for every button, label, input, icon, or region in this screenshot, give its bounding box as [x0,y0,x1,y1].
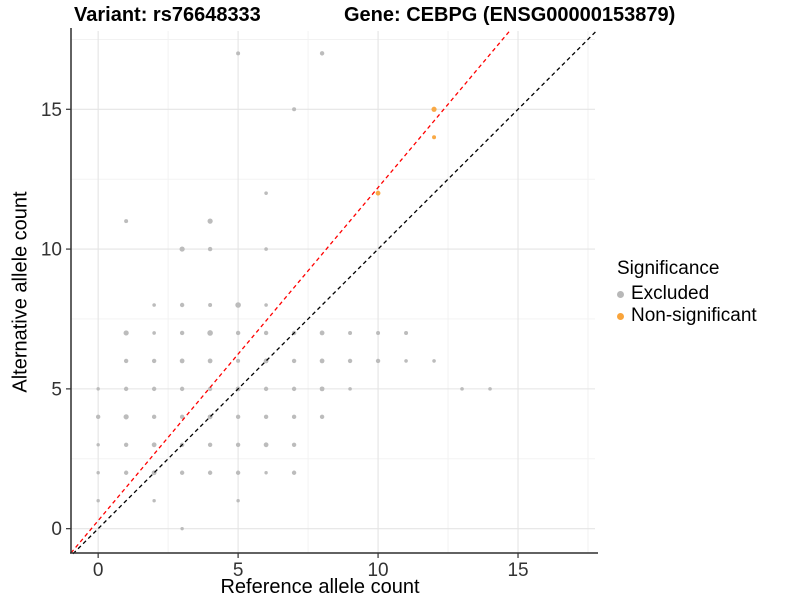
data-point-excluded [291,470,297,475]
data-point-excluded [179,386,185,392]
data-point-excluded [263,414,269,420]
data-point-non-significant [375,190,381,196]
data-point-excluded [208,303,213,308]
x-tick-label: 5 [233,560,244,581]
data-point-excluded [263,442,269,448]
data-point-excluded [235,414,241,420]
data-point-excluded [319,386,325,392]
data-point-excluded [123,358,129,364]
data-point-excluded [207,470,213,475]
data-point-excluded [96,443,100,447]
data-point-excluded [180,526,184,531]
data-point-excluded [291,442,297,447]
data-point-excluded [319,51,325,56]
legend-item-non-significant: Non-significant [617,306,757,326]
data-point-excluded [123,386,129,392]
data-point-excluded [291,358,297,364]
data-point-excluded [151,358,157,364]
data-point-excluded [319,358,325,364]
data-point-excluded [207,442,213,447]
fit-line [70,30,511,554]
variant-title: Variant: rs76648333 [74,4,261,26]
data-point-excluded [95,414,101,420]
data-point-excluded [404,330,409,335]
legend-title: Significance [617,258,720,279]
y-tick-label: 5 [51,379,62,400]
data-point-excluded [151,442,157,448]
x-tick-label: 0 [93,560,104,581]
data-point-excluded [207,330,213,336]
data-point-excluded [207,358,213,364]
identity-line [72,31,597,555]
data-point-excluded [235,470,241,475]
data-point-excluded [291,414,297,420]
data-point-excluded [319,330,325,336]
data-point-excluded [264,191,268,195]
gene-title: Gene: CEBPG (ENSG00000153879) [344,4,676,26]
data-point-excluded [124,219,129,224]
data-point-excluded [432,359,436,363]
data-point-excluded [263,386,269,392]
data-point-non-significant [432,135,437,140]
data-point-excluded [179,246,185,252]
data-point-excluded [236,51,241,56]
data-point-excluded [376,330,381,335]
data-point-excluded [348,387,352,391]
data-point-excluded [123,330,129,336]
data-point-excluded [347,358,353,364]
data-point-excluded [263,330,269,336]
legend-item-excluded: Excluded [617,284,757,304]
data-point-excluded [152,499,156,503]
legend: Significance Excluded Non-significant [617,258,757,326]
y-tick-label: 15 [41,100,62,121]
data-point-excluded [152,331,156,335]
data-point-excluded [96,387,100,391]
data-point-excluded [292,107,297,112]
data-point-excluded [96,471,100,475]
data-point-excluded [264,303,268,307]
data-point-excluded [460,387,464,391]
data-point-excluded [179,414,185,420]
data-point-excluded [179,358,185,364]
data-point-non-significant [431,106,437,112]
data-point-excluded [235,442,241,447]
data-point-excluded [235,330,241,336]
data-point-excluded [319,414,325,420]
non-significant-dot-icon [617,312,624,320]
data-point-excluded [375,358,381,364]
excluded-dot-icon [617,290,624,298]
y-tick-label: 0 [51,519,62,540]
x-tick-label: 15 [507,560,528,581]
data-point-excluded [207,246,213,252]
data-point-excluded [179,470,185,475]
data-point-excluded [207,386,213,392]
data-point-excluded [179,302,185,308]
data-point-excluded [488,387,492,391]
data-point-excluded [96,499,100,503]
data-point-excluded [236,358,241,363]
data-point-excluded [236,499,240,503]
data-point-excluded [179,330,185,336]
data-point-excluded [404,359,408,363]
data-point-excluded [291,386,297,392]
data-point-excluded [151,414,157,420]
data-point-excluded [123,414,129,420]
x-tick-label: 10 [367,560,388,581]
data-point-excluded [264,471,268,475]
x-axis-label: Reference allele count [220,576,420,598]
y-axis-label: Alternative allele count [9,191,32,393]
data-point-excluded [123,442,129,447]
data-point-excluded [264,247,268,251]
data-point-excluded [207,218,213,224]
data-point-excluded [348,330,353,335]
y-tick-label: 10 [41,240,62,261]
data-point-excluded [123,470,129,475]
data-point-excluded [235,302,241,308]
data-point-excluded [152,303,156,307]
data-point-excluded [151,386,157,392]
